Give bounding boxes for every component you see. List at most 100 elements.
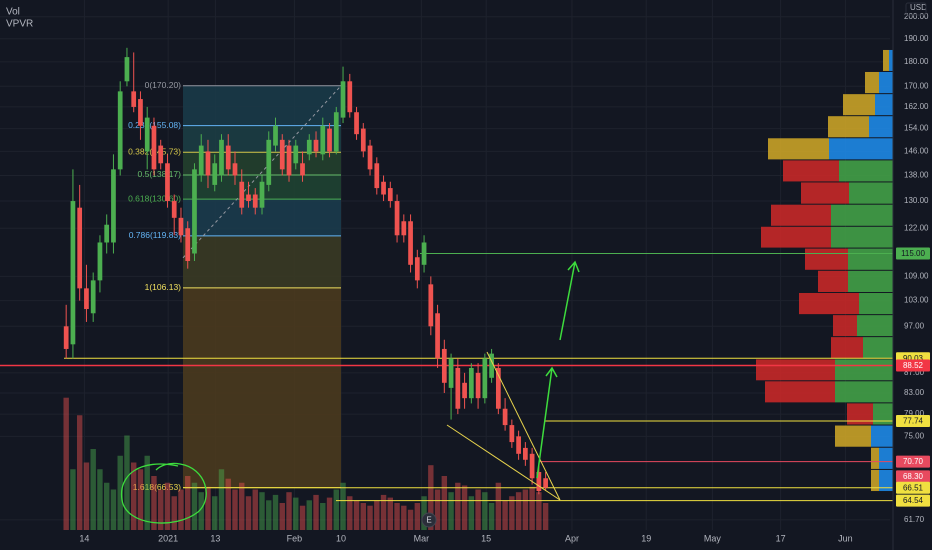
volume-bar xyxy=(306,500,312,530)
x-tick-label: 15 xyxy=(481,533,491,543)
volume-bar xyxy=(407,509,414,530)
volume-bar xyxy=(488,503,495,530)
volume-bar xyxy=(353,500,360,530)
x-tick-label: Mar xyxy=(414,533,430,543)
candle-body xyxy=(468,367,474,399)
volume-bar xyxy=(198,492,204,530)
y-tick-label: 79.00 xyxy=(904,409,925,418)
candle-body xyxy=(219,139,224,176)
vpvr-down xyxy=(818,270,848,293)
level-tag-label: 70.70 xyxy=(903,457,924,466)
volume-bar xyxy=(225,478,231,530)
candle-body xyxy=(185,228,191,262)
volume-bar xyxy=(178,489,184,530)
vpvr-down xyxy=(871,447,879,469)
volume-bar xyxy=(434,489,441,530)
volume-bar xyxy=(421,496,427,530)
volume-bar xyxy=(171,496,177,530)
level-tag xyxy=(896,481,930,494)
x-tick-label: 17 xyxy=(776,533,786,543)
volume-bar xyxy=(205,486,211,530)
level-tag xyxy=(896,414,930,427)
fib-band xyxy=(183,287,341,488)
x-tick-label: Apr xyxy=(565,533,579,543)
vpvr-up xyxy=(859,293,893,315)
candle-body xyxy=(246,194,251,202)
candle-body xyxy=(293,145,299,164)
volume-bar xyxy=(286,492,292,530)
volume-bar xyxy=(455,482,461,530)
candle-body xyxy=(313,139,319,152)
indicator-vol: Vol xyxy=(6,7,20,18)
fib-label: 0(170.20) xyxy=(145,80,182,90)
vpvr-up xyxy=(879,447,893,469)
vpvr-up xyxy=(889,49,893,71)
settings-icon[interactable] xyxy=(905,2,927,16)
candle-body xyxy=(239,181,245,208)
vpvr-down xyxy=(883,49,889,71)
candle-body xyxy=(522,447,528,460)
vpvr-down xyxy=(771,204,831,226)
volume-bar xyxy=(137,469,144,530)
candle-body xyxy=(414,257,420,281)
volume-bar xyxy=(313,494,319,530)
candle-body xyxy=(266,139,272,185)
volume-bar xyxy=(110,489,117,530)
volume-bar xyxy=(70,469,76,530)
candle-body xyxy=(441,348,447,383)
candle-body xyxy=(97,242,103,281)
volume-bar xyxy=(401,505,407,530)
y-tick-label: 109.00 xyxy=(904,272,929,281)
volume-bar xyxy=(414,503,421,530)
candle-body xyxy=(428,284,434,327)
volume-bar xyxy=(495,482,502,530)
level-tag-label: 64.54 xyxy=(903,496,924,505)
candle-body xyxy=(63,326,69,349)
arrow xyxy=(559,260,580,341)
candle-body xyxy=(543,478,548,488)
candle-body xyxy=(401,221,407,236)
volume-bar xyxy=(461,485,468,530)
volume-bar xyxy=(299,505,306,530)
candle-body xyxy=(320,125,326,155)
candle-body xyxy=(178,217,184,236)
candle-body xyxy=(495,367,501,409)
volume-bar xyxy=(529,486,535,530)
candle-body xyxy=(279,139,285,170)
vpvr-down xyxy=(871,469,879,492)
candle-body xyxy=(367,145,373,170)
arrow xyxy=(536,366,558,479)
volume-bar xyxy=(63,397,69,530)
vpvr-down xyxy=(761,226,831,248)
vpvr-up xyxy=(863,337,893,359)
candle-body xyxy=(354,112,359,135)
candles xyxy=(63,47,548,495)
y-tick-label: 200.00 xyxy=(904,12,929,21)
volume-bar xyxy=(245,496,252,530)
candle-body xyxy=(536,472,542,492)
candle-body xyxy=(502,408,508,426)
vpvr-down xyxy=(799,293,859,315)
y-tick-label: 87.00 xyxy=(904,368,925,377)
candle-body xyxy=(340,81,346,118)
indicator-vpvr: VPVR xyxy=(6,19,33,30)
x-tick-label: Feb xyxy=(287,533,303,543)
candle-body xyxy=(286,145,292,176)
y-tick-label: 180.00 xyxy=(904,57,929,66)
volume-bar xyxy=(482,492,488,530)
candle-body xyxy=(381,181,386,195)
volume-bar xyxy=(326,497,333,530)
candle-body xyxy=(252,194,258,208)
candle-body xyxy=(151,125,157,170)
volume-bar xyxy=(509,496,515,530)
volume-bar xyxy=(103,482,110,530)
vpvr-up xyxy=(839,160,893,182)
volume-bar xyxy=(259,492,265,530)
volume-bar xyxy=(340,482,346,530)
candle-body xyxy=(158,145,164,164)
vpvr-down xyxy=(801,182,849,204)
y-tick-label: 75.00 xyxy=(904,431,925,440)
vpvr-down xyxy=(756,359,835,381)
